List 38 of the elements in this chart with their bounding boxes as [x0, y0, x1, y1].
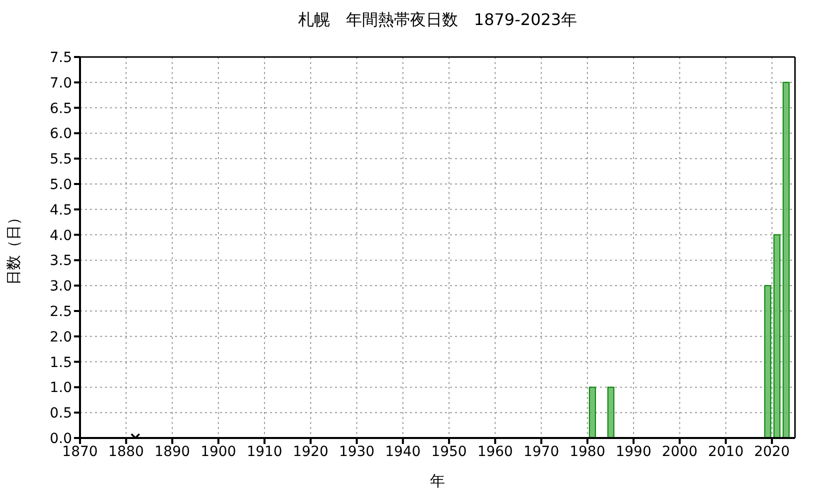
x-tick-label: 1890	[154, 444, 190, 460]
y-tick-label: 6.5	[50, 100, 72, 117]
bar	[607, 386, 614, 438]
x-tick-label: 1910	[246, 444, 282, 460]
x-tick-label: 1960	[477, 444, 513, 460]
y-tick-label: 5.0	[50, 176, 72, 193]
y-tick-label: 1.0	[50, 380, 72, 396]
bar	[773, 234, 780, 438]
bar	[782, 82, 790, 438]
bar	[764, 285, 772, 438]
x-tick-label: 2020	[754, 444, 790, 460]
x-tick-label: 1920	[292, 444, 328, 460]
x-tick-label: 1990	[616, 444, 652, 460]
y-tick-label: 7.5	[50, 50, 72, 66]
y-tick-label: 4.5	[50, 202, 72, 218]
x-tick-label: 1900	[200, 444, 236, 460]
y-tick-label: 0.5	[50, 406, 72, 422]
y-axis-title: 日数（日）	[4, 210, 24, 286]
y-tick-label: 4.0	[50, 228, 72, 244]
y-tick-label: 2.0	[50, 329, 72, 346]
chart-title: 札幌 年間熱帯夜日数 1879-2023年	[296, 10, 578, 31]
y-tick-label: 6.0	[50, 126, 72, 142]
x-tick-label: 1950	[431, 444, 467, 460]
x-tick-label: 1940	[385, 444, 421, 460]
y-tick-label: 1.5	[50, 354, 72, 371]
bar	[588, 386, 596, 438]
x-tick-label: 1980	[570, 444, 606, 460]
y-tick-label: 2.5	[50, 304, 72, 320]
x-tick-label: 1970	[523, 444, 560, 460]
y-tick-label: 5.5	[50, 152, 72, 168]
x-tick-label: 1930	[338, 444, 375, 460]
x-tick-label: 2000	[662, 444, 698, 460]
y-tick-label: 3.5	[50, 253, 72, 270]
y-tick-label: 3.0	[50, 278, 72, 295]
x-axis-title: 年	[429, 472, 446, 491]
y-tick-label: 7.0	[50, 75, 72, 92]
x-tick-label: 1880	[108, 444, 144, 460]
x-tick-label: 2010	[708, 444, 744, 460]
